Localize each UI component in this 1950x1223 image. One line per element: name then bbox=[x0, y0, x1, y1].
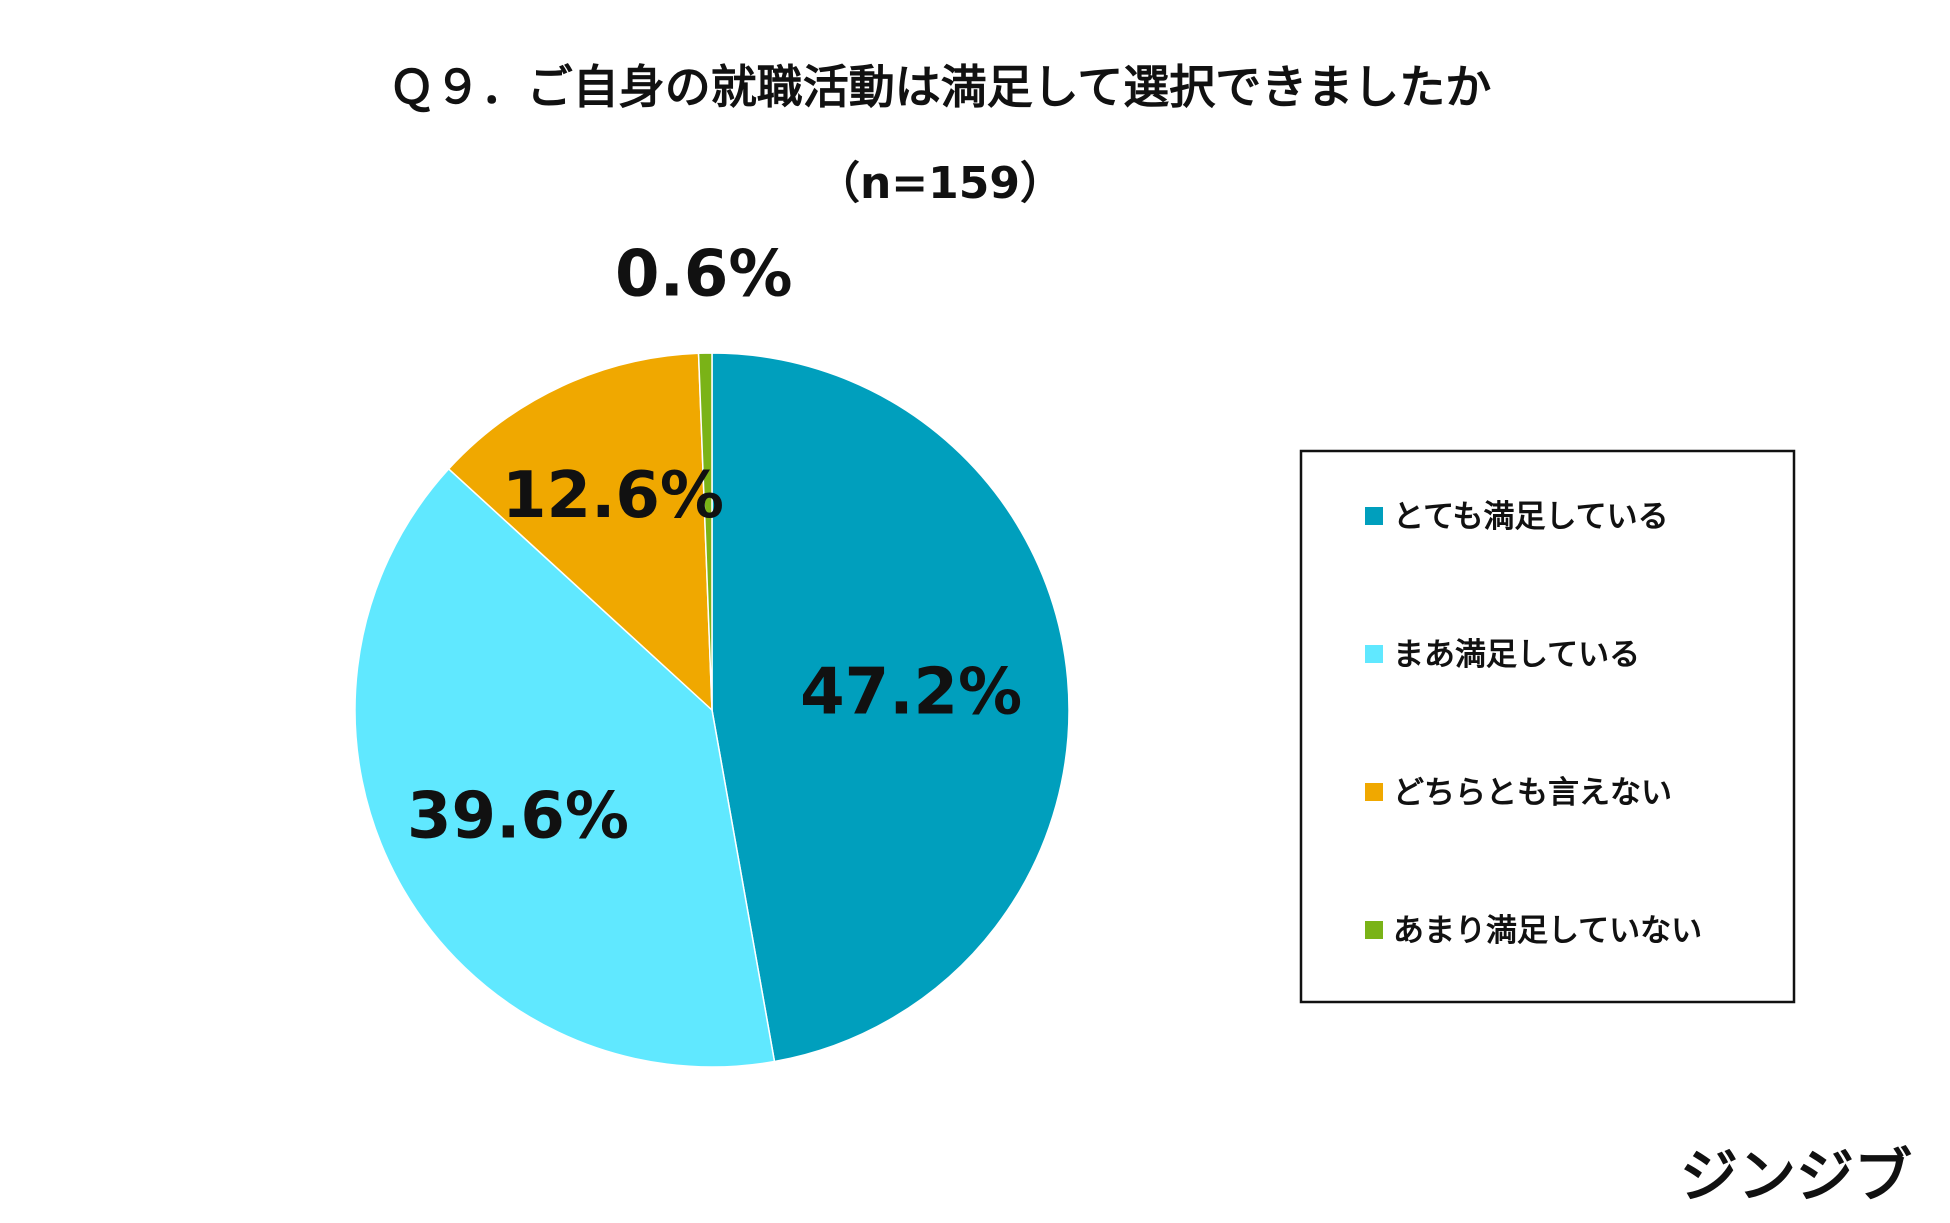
legend-swatch bbox=[1365, 645, 1383, 663]
pie-slices bbox=[354, 352, 1070, 1068]
legend-label: あまり満足していない bbox=[1393, 913, 1702, 949]
pie-data-label: 39.6% bbox=[407, 780, 629, 854]
brand-logo: ジンジブ bbox=[1680, 1142, 1912, 1210]
pie-data-label: 0.6% bbox=[615, 238, 793, 312]
pie-data-label: 47.2% bbox=[800, 655, 1022, 729]
legend-border bbox=[1299, 449, 1796, 1004]
legend-swatch bbox=[1365, 507, 1383, 525]
pie-data-label: 12.6% bbox=[502, 459, 724, 533]
legend-swatch bbox=[1365, 783, 1383, 801]
pie-slice bbox=[447, 352, 713, 712]
pie-slice bbox=[711, 352, 1070, 1063]
pie-slice bbox=[354, 467, 776, 1068]
chart-subtitle: （n=159） bbox=[816, 158, 1064, 209]
legend-swatch bbox=[1365, 921, 1383, 939]
pie-data-labels: 47.2% 39.6% 12.6% 0.6% bbox=[407, 238, 1022, 854]
legend-label: どちらとも言えない bbox=[1393, 775, 1672, 811]
chart-title: Ｑ９．ご自身の就職活動は満足して選択できましたか bbox=[389, 60, 1492, 114]
legend-label: まあ満足している bbox=[1393, 637, 1640, 673]
pie-slice bbox=[697, 352, 713, 711]
legend-label: とても満足している bbox=[1393, 499, 1669, 535]
